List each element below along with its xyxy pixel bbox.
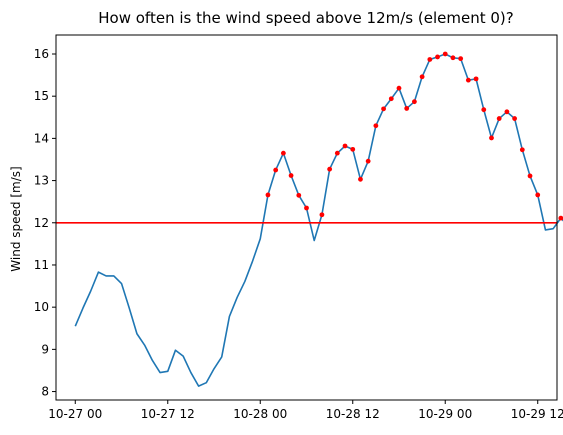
data-point-above-threshold <box>334 150 340 156</box>
chart-title: How often is the wind speed above 12m/s … <box>98 9 513 27</box>
data-point-above-threshold <box>519 147 525 153</box>
x-tick-label: 10-29 12 <box>511 407 563 421</box>
y-axis-label: Wind speed [m/s] <box>9 166 23 271</box>
y-tick-label: 15 <box>34 89 49 103</box>
data-point-above-threshold <box>365 158 371 164</box>
data-point-above-threshold <box>489 135 494 141</box>
data-point-above-threshold <box>319 212 325 218</box>
data-point-above-threshold <box>427 57 433 62</box>
y-tick-label: 14 <box>34 131 49 145</box>
data-point-above-threshold <box>373 123 379 129</box>
x-tick-label: 10-27 00 <box>48 407 102 421</box>
data-point-above-threshold <box>473 76 479 82</box>
x-tick-label: 10-27 12 <box>141 407 195 421</box>
x-tick-label: 10-28 00 <box>233 407 287 421</box>
data-point-above-threshold <box>280 150 286 156</box>
data-point-above-threshold <box>512 116 518 121</box>
x-tick-label: 10-29 00 <box>418 407 472 421</box>
data-point-above-threshold <box>504 109 510 115</box>
data-point-above-threshold <box>558 215 563 221</box>
data-point-above-threshold <box>296 192 302 198</box>
data-point-above-threshold <box>404 106 410 111</box>
data-point-above-threshold <box>481 107 487 113</box>
data-point-above-threshold <box>265 192 271 198</box>
y-tick-label: 11 <box>34 258 49 272</box>
data-point-above-threshold <box>465 77 471 83</box>
data-point-above-threshold <box>527 173 533 179</box>
data-point-above-threshold <box>327 166 333 172</box>
y-tick-label: 9 <box>41 342 49 356</box>
data-point-above-threshold <box>442 51 448 57</box>
data-point-above-threshold <box>458 56 464 62</box>
data-point-above-threshold <box>435 54 440 60</box>
plot-area: 8 9 10 11 12 13 14 15 16 10-27 00 10-27 12 10-28 00… <box>34 47 563 421</box>
data-point-above-threshold <box>288 173 294 178</box>
y-tick-label: 16 <box>34 47 49 61</box>
x-tick-label: 10-28 12 <box>326 407 380 421</box>
y-tick-label: 8 <box>41 385 49 399</box>
data-point-above-threshold <box>535 192 541 198</box>
series-line <box>74 53 563 387</box>
data-point-above-threshold <box>350 146 356 152</box>
y-tick-label: 13 <box>34 174 49 188</box>
data-point-above-threshold <box>342 143 348 149</box>
data-point-above-threshold <box>381 106 386 112</box>
plot-frame <box>55 34 558 401</box>
data-point-above-threshold <box>388 96 394 102</box>
data-point-above-threshold <box>412 99 417 105</box>
y-tick-label: 12 <box>34 216 49 230</box>
data-point-above-threshold <box>450 55 456 61</box>
data-point-above-threshold <box>358 176 363 182</box>
y-tick-label: 10 <box>34 300 49 314</box>
data-point-above-threshold <box>496 116 502 121</box>
data-point-above-threshold <box>419 74 425 80</box>
data-point-above-threshold <box>396 85 402 91</box>
data-point-above-threshold <box>273 167 279 173</box>
data-point-above-threshold <box>304 205 309 211</box>
